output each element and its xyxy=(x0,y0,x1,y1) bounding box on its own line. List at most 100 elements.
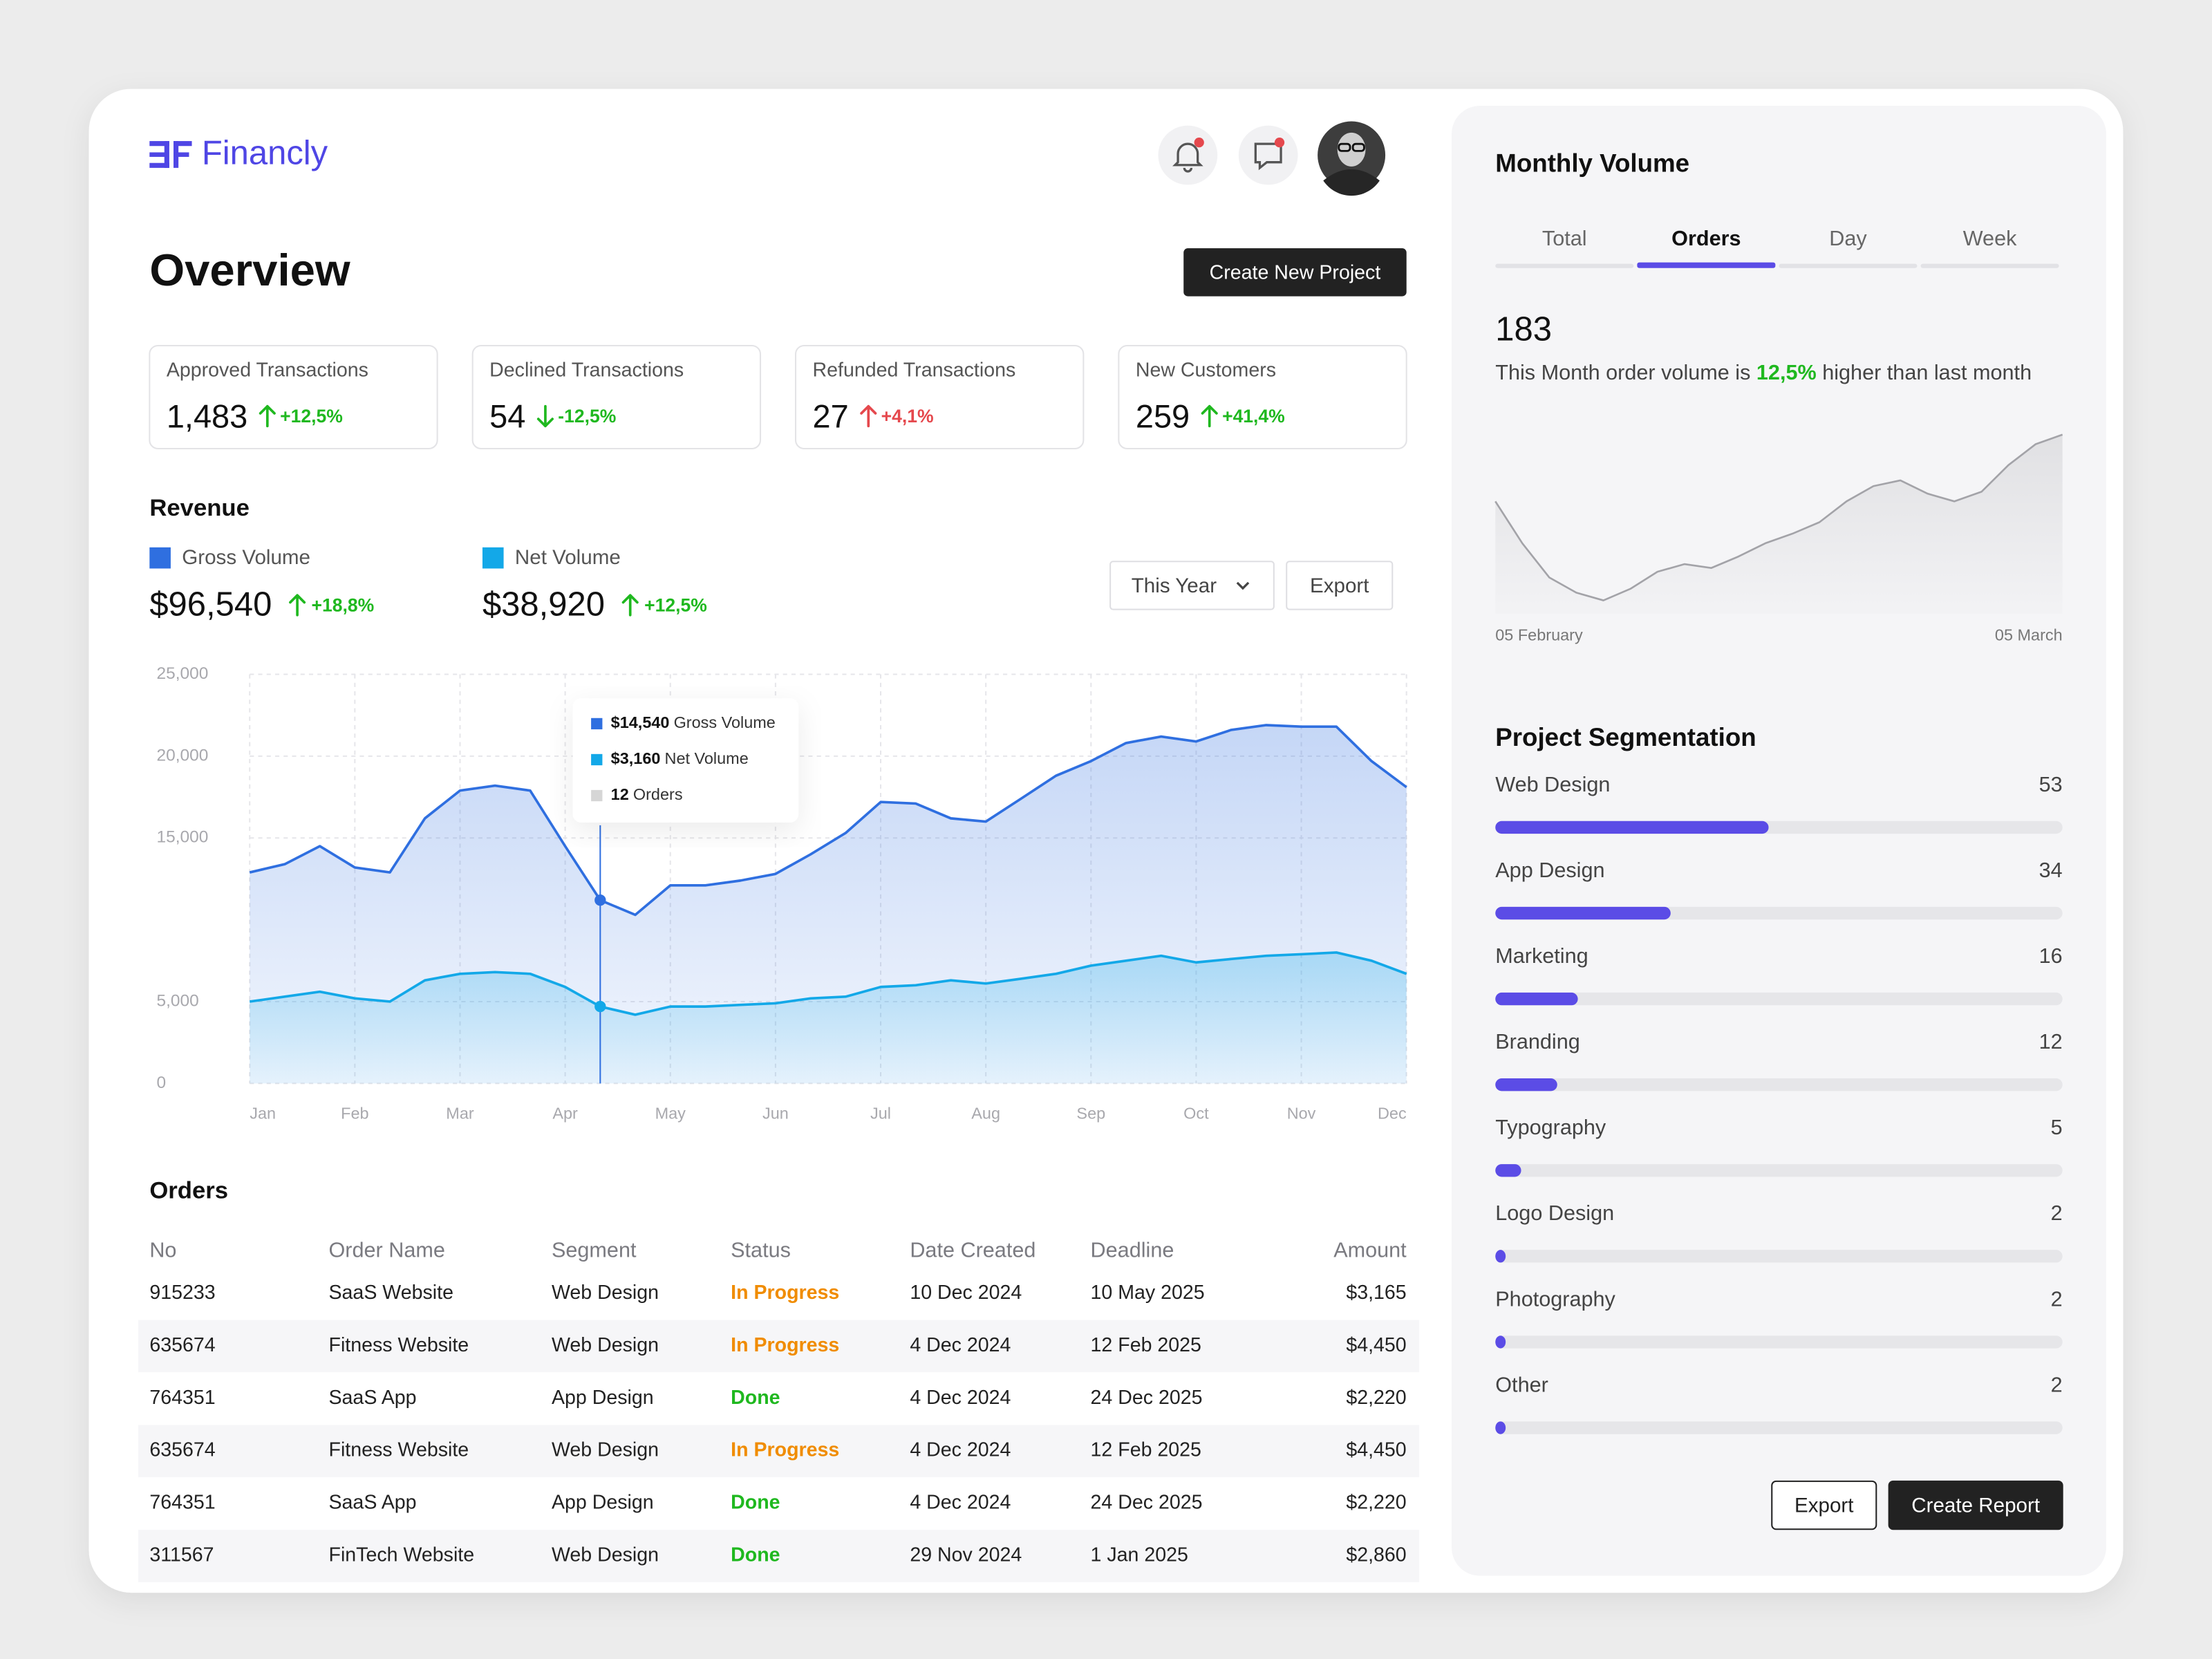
table-cell: 1 Jan 2025 xyxy=(1091,1544,1188,1566)
trend-arrow xyxy=(621,594,639,617)
category-label: Marketing xyxy=(1495,944,1588,968)
category-label: Web Design xyxy=(1495,773,1610,796)
table-cell: 4 Dec 2024 xyxy=(910,1492,1011,1514)
button-label[interactable]: Create Report xyxy=(1911,1494,2040,1517)
action-button[interactable]: Create Report xyxy=(1888,1480,2063,1530)
stat-value: 259 xyxy=(1136,399,1190,435)
control-button[interactable]: Export xyxy=(1286,561,1394,610)
table-cell: FinTech Website xyxy=(329,1544,475,1566)
column-header: No xyxy=(149,1238,176,1262)
legend-swatch xyxy=(149,547,171,569)
button-label[interactable]: Create New Project xyxy=(1210,261,1381,283)
status-label: In Progress xyxy=(731,1334,839,1356)
tab[interactable]: Day xyxy=(1829,227,1867,250)
panel-title: Monthly Volume xyxy=(1495,149,1689,177)
value-label: 2 xyxy=(2051,1287,2063,1311)
volume-note: This Month order volume is 12,5% higher … xyxy=(1495,361,2032,384)
total-change: +12,5% xyxy=(644,595,707,616)
panel-title: Project Segmentation xyxy=(1495,723,1756,751)
page-title: Overview xyxy=(149,245,350,295)
section-title: Revenue xyxy=(149,495,250,521)
control-label[interactable]: Export xyxy=(1310,574,1369,597)
category-label: App Design xyxy=(1495,859,1604,882)
total-value: $96,540 xyxy=(149,585,272,623)
stat-label: New Customers xyxy=(1136,359,1276,381)
stat-card xyxy=(1118,344,1407,449)
status-label: Done xyxy=(731,1544,780,1566)
table-cell: $2,220 xyxy=(1346,1387,1406,1409)
table-cell: 24 Dec 2025 xyxy=(1091,1387,1203,1409)
button-label[interactable]: Export xyxy=(1794,1494,1854,1517)
tooltip xyxy=(572,698,799,823)
x-tick-label: Mar xyxy=(446,1104,474,1122)
row-stripe xyxy=(138,1425,1420,1477)
tab-underline xyxy=(1920,263,2059,268)
table-cell: 311567 xyxy=(149,1544,214,1566)
table-cell: 24 Dec 2025 xyxy=(1091,1492,1203,1514)
x-tick-label: 05 February xyxy=(1495,626,1583,644)
trend-arrow xyxy=(259,404,276,428)
table-cell: SaaS Website xyxy=(329,1282,453,1304)
category-label: Branding xyxy=(1495,1030,1580,1053)
button-box[interactable] xyxy=(1888,1480,2063,1530)
bar xyxy=(1495,1164,1521,1177)
category-label: Logo Design xyxy=(1495,1201,1614,1225)
table-cell: 12 Feb 2025 xyxy=(1091,1439,1201,1461)
category-label: Typography xyxy=(1495,1116,1606,1139)
tab[interactable]: Week xyxy=(1963,227,2017,250)
series-line xyxy=(249,724,1407,917)
legend-label: Gross Volume xyxy=(182,546,310,569)
messages-button[interactable] xyxy=(1238,125,1298,185)
tab[interactable]: Total xyxy=(1542,227,1587,250)
chevron[interactable] xyxy=(1236,581,1250,590)
category-label: Other xyxy=(1495,1373,1548,1396)
tooltip-swatch xyxy=(591,718,603,730)
table-cell: SaaS App xyxy=(329,1492,417,1514)
brand-name[interactable]: Financly xyxy=(202,134,328,171)
bar-track xyxy=(1495,1421,2063,1434)
table-cell: App Design xyxy=(552,1387,654,1409)
value-label: 2 xyxy=(2051,1373,2063,1396)
create-project-button[interactable]: Create New Project xyxy=(1183,248,1407,297)
control-box[interactable] xyxy=(1109,561,1275,610)
status-label: Done xyxy=(731,1387,780,1409)
control-label[interactable]: This Year xyxy=(1132,574,1217,597)
user-avatar[interactable] xyxy=(1318,121,1386,196)
tooltip-value: 12 xyxy=(611,785,629,803)
bar-track xyxy=(1495,1335,2063,1349)
column-header: Status xyxy=(731,1238,791,1262)
tab[interactable]: Orders xyxy=(1671,227,1741,250)
stat-value: 27 xyxy=(813,399,849,435)
column-header: Date Created xyxy=(910,1238,1035,1262)
table-cell: Web Design xyxy=(552,1282,659,1304)
legend-swatch xyxy=(482,547,504,569)
stat-card xyxy=(149,344,438,449)
area-fill xyxy=(250,952,1407,1084)
notification-button[interactable] xyxy=(1158,125,1218,185)
bar-track xyxy=(1495,1164,2063,1177)
y-tick-label: 5,000 xyxy=(157,991,199,1010)
control-box[interactable] xyxy=(1286,561,1394,610)
bar-track xyxy=(1495,1250,2063,1263)
x-tick-label: Jan xyxy=(250,1104,276,1122)
bar xyxy=(1495,992,1578,1006)
stat-change: +12,5% xyxy=(280,406,343,427)
table-cell: 4 Dec 2024 xyxy=(910,1334,1011,1356)
action-button[interactable]: Export xyxy=(1771,1480,1877,1530)
tooltip-label: Orders xyxy=(633,785,683,803)
bar xyxy=(1495,1421,1506,1434)
legend-label: Net Volume xyxy=(515,546,621,569)
value-label: 5 xyxy=(2051,1116,2063,1139)
hover-point xyxy=(594,1000,606,1013)
button-box[interactable] xyxy=(1771,1480,1877,1530)
y-tick-label: 15,000 xyxy=(157,828,209,847)
bar xyxy=(1495,1335,1506,1349)
control-button[interactable]: This Year xyxy=(1109,561,1275,610)
tooltip-value: $14,540 xyxy=(611,713,670,731)
table-cell: Web Design xyxy=(552,1334,659,1356)
table-cell: Web Design xyxy=(552,1544,659,1566)
x-tick-label: May xyxy=(655,1104,686,1122)
table-cell: $3,165 xyxy=(1346,1282,1406,1304)
tooltip-swatch xyxy=(591,753,603,766)
